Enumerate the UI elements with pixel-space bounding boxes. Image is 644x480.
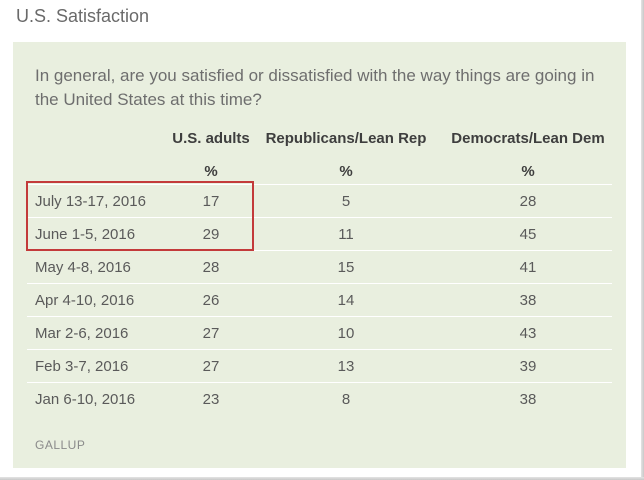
table-row: July 13-17, 2016 17 5 28 bbox=[27, 184, 612, 217]
column-header-democrats: Democrats/Lean Dem bbox=[451, 130, 605, 147]
cell-us-adults: 23 bbox=[202, 391, 220, 408]
table-row: Apr 4-10, 2016 26 14 38 bbox=[27, 283, 612, 316]
table-row: May 4-8, 2016 28 15 41 bbox=[27, 250, 612, 283]
unit-label: % bbox=[339, 163, 353, 180]
cell-democrats: 39 bbox=[519, 358, 537, 375]
row-date: July 13-17, 2016 bbox=[35, 193, 146, 210]
row-date: May 4-8, 2016 bbox=[35, 259, 131, 276]
cell-us-adults: 26 bbox=[202, 292, 220, 309]
cell-republicans: 10 bbox=[337, 325, 355, 342]
cell-democrats: 45 bbox=[519, 226, 537, 243]
cell-us-adults: 27 bbox=[202, 358, 220, 375]
survey-question: In general, are you satisfied or dissati… bbox=[35, 66, 595, 109]
cell-us-adults: 29 bbox=[202, 226, 220, 243]
row-date: Feb 3-7, 2016 bbox=[35, 358, 129, 375]
cell-democrats: 28 bbox=[519, 193, 537, 210]
table-row: Mar 2-6, 2016 27 10 43 bbox=[27, 316, 612, 349]
row-date: Mar 2-6, 2016 bbox=[35, 325, 129, 342]
table-row: June 1-5, 2016 29 11 45 bbox=[27, 217, 612, 250]
unit-label: % bbox=[521, 163, 535, 180]
unit-label: % bbox=[204, 163, 218, 180]
cell-republicans: 14 bbox=[337, 292, 355, 309]
highlight-box bbox=[26, 181, 254, 251]
cell-republicans: 8 bbox=[341, 391, 351, 408]
cell-democrats: 41 bbox=[519, 259, 537, 276]
cell-us-adults: 27 bbox=[202, 325, 220, 342]
image-border-bottom bbox=[0, 477, 644, 480]
image-border-right bbox=[641, 0, 644, 480]
row-date: Apr 4-10, 2016 bbox=[35, 292, 135, 309]
cell-us-adults: 17 bbox=[202, 193, 220, 210]
row-date: Jan 6-10, 2016 bbox=[35, 391, 136, 408]
cell-republicans: 11 bbox=[338, 226, 354, 243]
column-header-us-adults: U.S. adults bbox=[172, 130, 250, 147]
table-row: Feb 3-7, 2016 27 13 39 bbox=[27, 349, 612, 382]
cell-republicans: 13 bbox=[337, 358, 355, 375]
cell-democrats: 38 bbox=[519, 292, 537, 309]
row-date: June 1-5, 2016 bbox=[35, 226, 136, 243]
page-title: U.S. Satisfaction bbox=[16, 6, 150, 26]
column-header-republicans: Republicans/Lean Rep bbox=[265, 130, 427, 147]
cell-republicans: 5 bbox=[341, 193, 351, 210]
data-table: July 13-17, 2016 17 5 28 June 1-5, 2016 … bbox=[27, 184, 612, 415]
cell-republicans: 15 bbox=[337, 259, 355, 276]
cell-democrats: 43 bbox=[519, 325, 537, 342]
cell-democrats: 38 bbox=[519, 391, 537, 408]
source-label: GALLUP bbox=[35, 438, 86, 452]
cell-us-adults: 28 bbox=[202, 259, 220, 276]
table-row: Jan 6-10, 2016 23 8 38 bbox=[27, 382, 612, 415]
data-panel: In general, are you satisfied or dissati… bbox=[13, 42, 626, 468]
